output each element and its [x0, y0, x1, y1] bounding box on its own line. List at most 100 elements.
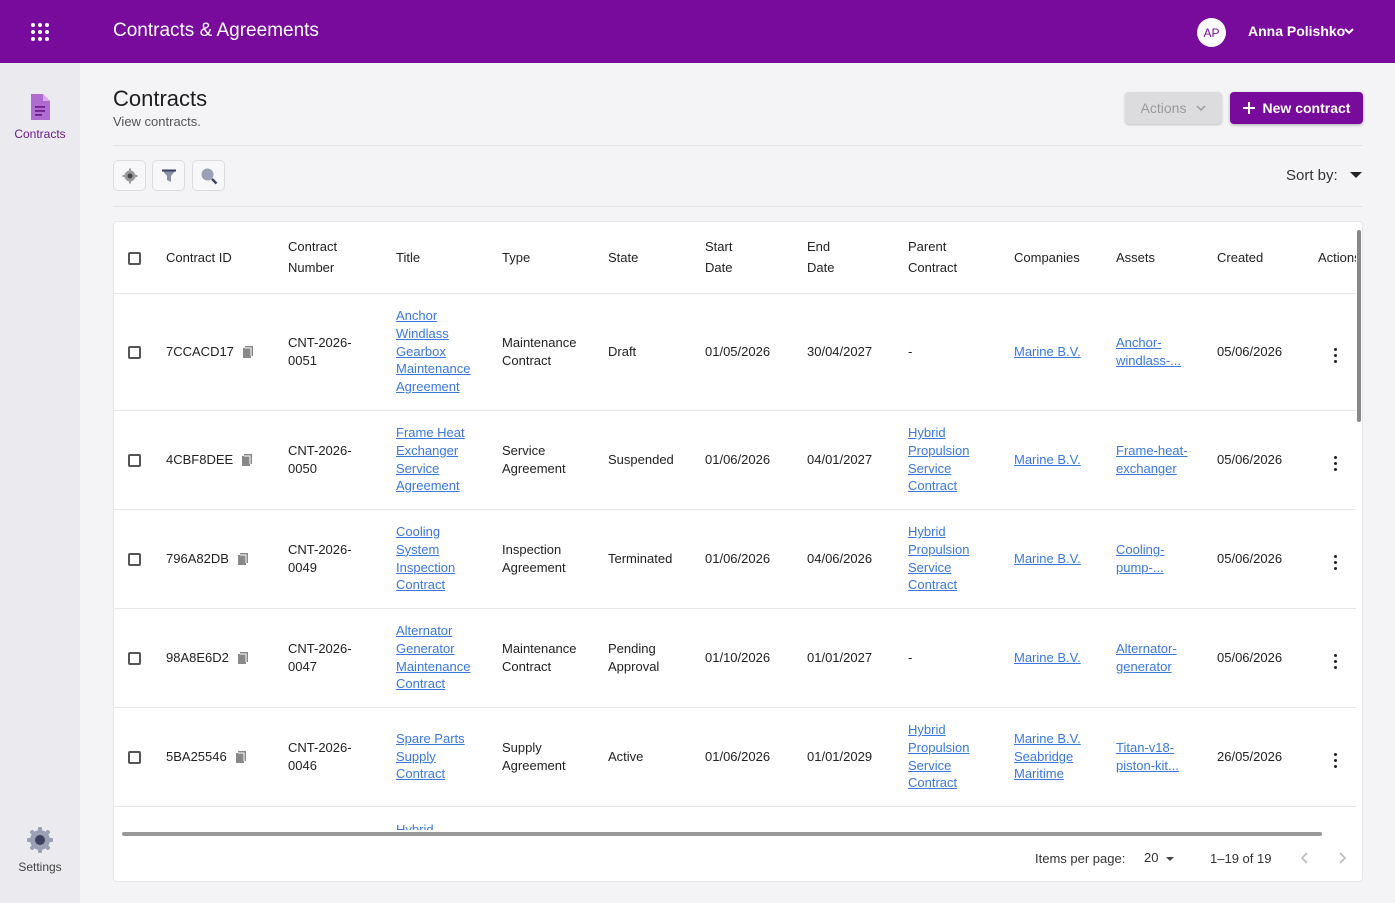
contract-number: CNT-2026-0050 [280, 410, 388, 510]
header-type[interactable]: Type [494, 222, 600, 294]
new-contract-button[interactable]: New contract [1230, 92, 1363, 124]
asset-link[interactable]: Alternator-generator [1116, 640, 1177, 674]
asset-link[interactable]: Cooling-pump-... [1116, 541, 1165, 575]
row-menu-icon[interactable] [1328, 553, 1343, 572]
next-row-title-link[interactable]: Hybrid [396, 822, 434, 830]
filter-button[interactable] [152, 160, 185, 191]
avatar[interactable]: AP [1197, 18, 1226, 47]
row-menu-icon[interactable] [1328, 454, 1343, 473]
row-checkbox[interactable] [128, 552, 141, 566]
header-created[interactable]: Created [1209, 222, 1310, 294]
actions-button[interactable]: Actions [1125, 92, 1222, 124]
company-link[interactable]: Marine B.V. [1014, 550, 1081, 566]
sidebar-item-contracts[interactable]: Contracts [0, 93, 80, 141]
contract-title-link[interactable]: Frame Heat Exchanger Service Agreement [396, 425, 465, 494]
gear-icon [27, 827, 53, 853]
contract-number: CNT-2026-0051 [280, 293, 388, 411]
asset-link[interactable]: Titan-v18-piston-kit... [1116, 739, 1179, 773]
new-contract-label: New contract [1262, 100, 1351, 116]
sort-by-label[interactable]: Sort by: [1286, 167, 1338, 184]
header-contract-number[interactable]: Contract Number [280, 222, 388, 294]
contract-title-link[interactable]: Alternator Generator Maintenance Contrac… [396, 623, 471, 692]
contract-title-link[interactable]: Cooling System Inspection Contract [396, 524, 456, 593]
page-range: 1–19 of 19 [1210, 851, 1272, 866]
apps-grid-icon[interactable] [31, 23, 49, 41]
table-row[interactable]: 7CCACD17 CNT-2026-0051 Anchor Windlass G… [114, 293, 1356, 411]
row-menu-icon[interactable] [1328, 652, 1343, 671]
vertical-scrollbar[interactable] [1357, 230, 1361, 422]
contract-number: CNT-2026-0049 [280, 509, 388, 609]
header-start-date[interactable]: Start Date [697, 222, 799, 294]
header-state[interactable]: State [600, 222, 697, 294]
table-row[interactable]: 98A8E6D2 CNT-2026-0047 Alternator Genera… [114, 608, 1356, 708]
table-row[interactable]: 796A82DB CNT-2026-0049 Cooling System In… [114, 509, 1356, 609]
end-date: 30/04/2027 [799, 293, 900, 411]
sidebar-item-label: Contracts [14, 127, 66, 141]
company-link[interactable]: Marine B.V. [1014, 343, 1081, 359]
parent-contract-link[interactable]: Hybrid Propulsion Service Contract [908, 425, 970, 494]
settings-tool-button[interactable] [113, 160, 146, 191]
chevron-right-icon[interactable] [1334, 850, 1350, 866]
select-all-checkbox[interactable] [128, 251, 141, 265]
row-menu-icon[interactable] [1328, 346, 1343, 365]
copy-icon[interactable] [237, 651, 249, 665]
table-row[interactable]: 5BA25546 CNT-2026-0046 Spare Parts Suppl… [114, 707, 1356, 807]
plus-icon [1242, 102, 1255, 114]
table-row[interactable]: 4CBF8DEE CNT-2026-0050 Frame Heat Exchan… [114, 410, 1356, 510]
header-parent-contract[interactable]: Parent Contract [900, 222, 1006, 294]
items-per-page-caret-icon[interactable] [1166, 857, 1174, 861]
start-date: 01/05/2026 [697, 293, 799, 411]
sidebar: Contracts Settings [0, 63, 80, 903]
chevron-left-icon[interactable] [1297, 850, 1313, 866]
parent-contract-link[interactable]: Hybrid Propulsion Service Contract [908, 524, 970, 593]
user-name[interactable]: Anna Polishko [1248, 23, 1346, 39]
search-button[interactable] [192, 160, 225, 191]
contract-title-link[interactable]: Anchor Windlass Gearbox Maintenance Agre… [396, 308, 471, 395]
created-date: 05/06/2026 [1209, 509, 1310, 609]
row-checkbox[interactable] [128, 651, 141, 665]
company-link[interactable]: Marine B.V. [1014, 649, 1081, 665]
contract-type: Maintenance Contract [494, 293, 600, 411]
row-checkbox[interactable] [128, 453, 141, 467]
table-scroll-area[interactable]: Contract ID Contract Number Title Type S… [114, 222, 1356, 830]
created-date: 05/06/2026 [1209, 608, 1310, 708]
header-contract-id[interactable]: Contract ID [158, 222, 280, 294]
copy-icon[interactable] [237, 552, 249, 566]
header-companies[interactable]: Companies [1006, 222, 1108, 294]
filter-icon [161, 169, 176, 182]
sort-caret-icon[interactable] [1350, 172, 1362, 178]
created-date: 05/06/2026 [1209, 410, 1310, 510]
row-checkbox[interactable] [128, 345, 141, 359]
contract-state: Terminated [600, 509, 697, 609]
row-checkbox[interactable] [128, 750, 141, 764]
asset-link[interactable]: Frame-heat-exchanger [1116, 442, 1188, 476]
contract-id: 7CCACD17 [166, 343, 234, 359]
company-link[interactable]: Marine B.V. Seabridge Maritime [1014, 730, 1081, 782]
header-end-date[interactable]: End Date [799, 222, 900, 294]
chevron-down-icon[interactable] [1342, 24, 1356, 38]
company-link[interactable]: Marine B.V. [1014, 451, 1081, 467]
actions-label: Actions [1140, 100, 1187, 116]
parent-contract: - [900, 293, 1006, 411]
contract-state: Active [600, 707, 697, 807]
header-assets[interactable]: Assets [1108, 222, 1209, 294]
contract-title-link[interactable]: Spare Parts Supply Contract [396, 730, 465, 782]
document-icon [31, 94, 50, 120]
items-per-page-select[interactable]: 20 [1144, 850, 1159, 865]
start-date: 01/06/2026 [697, 410, 799, 510]
row-menu-icon[interactable] [1328, 751, 1343, 770]
sidebar-item-settings[interactable]: Settings [0, 826, 80, 874]
contract-number: CNT-2026-0047 [280, 608, 388, 708]
copy-icon[interactable] [241, 453, 253, 467]
chevron-down-icon [1196, 105, 1206, 112]
main-content: Contracts View contracts. Actions New co… [80, 63, 1395, 903]
header-title[interactable]: Title [388, 222, 494, 294]
parent-contract-link[interactable]: Hybrid Propulsion Service Contract [908, 722, 970, 791]
top-bar: Contracts & Agreements AP Anna Polishko [0, 0, 1395, 63]
end-date: 04/06/2026 [799, 509, 900, 609]
contract-type: Supply Agreement [494, 707, 600, 807]
copy-icon[interactable] [235, 750, 247, 764]
asset-link[interactable]: Anchor-windlass-... [1116, 334, 1182, 368]
horizontal-scrollbar[interactable] [122, 832, 1322, 836]
copy-icon[interactable] [242, 345, 254, 359]
